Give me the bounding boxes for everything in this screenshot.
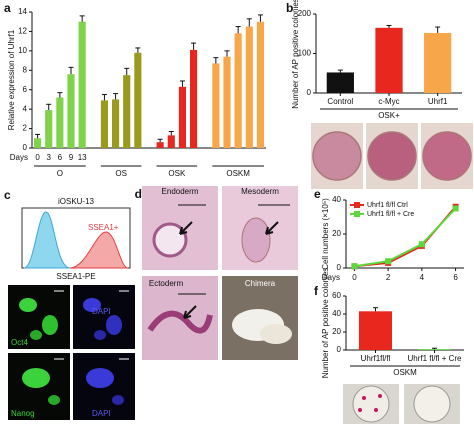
bar	[190, 49, 198, 149]
bar	[167, 135, 175, 148]
histogram-title: iOSKU-13	[58, 197, 95, 206]
bar	[178, 86, 186, 148]
marker	[418, 241, 425, 248]
x-tick-label: 6	[453, 273, 458, 282]
bar	[234, 33, 242, 148]
x-axis-label: OSKM	[393, 368, 417, 377]
x-tick-label: 13	[78, 153, 87, 162]
image-label: DAPI	[92, 307, 111, 316]
dish-images-f	[343, 384, 460, 424]
x-tick-label: c-Myc	[378, 97, 399, 106]
y-axis-label: Number of AP positive colonies	[291, 0, 300, 109]
y-tick-label: 60	[332, 291, 341, 300]
histogram-x-label: SSEA1-PE	[56, 272, 95, 281]
fluorescence-images	[8, 285, 135, 420]
dish-images	[311, 123, 473, 189]
bar	[326, 72, 354, 93]
x-tick-label: 4	[420, 273, 425, 282]
marker	[385, 258, 392, 265]
group-label: O	[57, 169, 63, 178]
y-tick-label: 200	[298, 9, 312, 18]
bar	[78, 21, 86, 148]
panel-label: b	[286, 1, 293, 15]
bar	[417, 349, 452, 350]
bar	[112, 99, 120, 148]
y-tick-label: 0	[307, 88, 312, 97]
bar	[56, 97, 64, 148]
image-label: Mesoderm	[241, 187, 279, 196]
y-tick-label: 20	[332, 229, 341, 238]
x-tick-label: 0	[35, 153, 40, 162]
bar	[34, 138, 42, 148]
y-tick-label: 20	[332, 327, 341, 336]
x-axis-label: Days	[322, 273, 340, 282]
legend-marker	[354, 211, 360, 217]
y-tick-label: 0	[337, 345, 342, 354]
histology-images	[142, 186, 298, 360]
x-tick-label: 9	[69, 153, 74, 162]
y-tick-label: 0	[337, 263, 342, 272]
x-axis-label: Days	[10, 153, 28, 162]
y-axis-label: Number of AP positive colonies	[321, 268, 330, 379]
group-label: OS	[115, 169, 127, 178]
panel-label: c	[4, 188, 11, 202]
x-tick-label: 0	[352, 273, 357, 282]
y-axis-label: Relative expression of Uhrf1	[7, 29, 16, 130]
image-label: Oct4	[11, 338, 28, 347]
group-label: OSK	[168, 169, 186, 178]
line	[354, 207, 457, 268]
bar	[156, 142, 164, 148]
x-tick-label: Uhrf1fl/fl	[361, 354, 391, 363]
y-tick-label: 40	[332, 195, 341, 204]
image-label: Endoderm	[162, 187, 199, 196]
y-tick-label: 10	[18, 46, 27, 55]
y-tick-label: 40	[332, 309, 341, 318]
x-tick-label: Uhrf1	[428, 97, 448, 106]
x-axis-label: OSK+	[378, 111, 400, 120]
bar	[358, 311, 393, 350]
image-label: Nanog	[11, 409, 35, 418]
y-tick-label: 0	[23, 143, 28, 152]
x-tick-label: Control	[327, 97, 353, 106]
group-label: OSKM	[226, 169, 250, 178]
legend-marker	[354, 202, 360, 208]
bar	[424, 32, 452, 93]
bar	[100, 100, 108, 148]
x-tick-label: 3	[46, 153, 51, 162]
panel-label: f	[314, 284, 319, 298]
marker	[351, 263, 358, 270]
x-tick-label: Uhrf1 fl/fl + Cre	[407, 354, 462, 363]
bar	[212, 63, 220, 148]
bar	[256, 21, 264, 148]
image-label: DAPI	[92, 409, 111, 418]
gate-label: SSEA1+	[88, 223, 119, 232]
y-tick-label: 100	[298, 49, 312, 58]
panel-label: d	[135, 187, 142, 201]
bar	[375, 27, 403, 94]
y-tick-label: 2	[23, 124, 28, 133]
bar	[245, 26, 253, 149]
bar	[223, 56, 231, 148]
marker	[452, 205, 459, 212]
y-tick-label: 4	[23, 104, 28, 113]
panel-label: a	[4, 1, 11, 15]
y-tick-label: 6	[23, 85, 28, 94]
histogram	[21, 207, 131, 269]
bar	[134, 52, 142, 148]
y-tick-label: 14	[18, 7, 27, 16]
bar	[123, 75, 131, 148]
panel-label: e	[314, 187, 321, 201]
legend-label: Uhrf1 fl/fl + Cre	[367, 211, 414, 218]
y-axis-label: Cell numbers (×10⁵)	[321, 198, 330, 270]
y-tick-label: 8	[23, 65, 28, 74]
x-tick-label: 6	[58, 153, 63, 162]
y-tick-label: 12	[18, 27, 27, 36]
image-label: Ectoderm	[149, 279, 184, 288]
bar	[67, 74, 75, 148]
x-tick-label: 2	[386, 273, 391, 282]
image-label: Chimera	[245, 279, 276, 288]
bar	[45, 110, 53, 148]
legend-label: Uhrf1 fl/fl Ctrl	[367, 202, 408, 209]
